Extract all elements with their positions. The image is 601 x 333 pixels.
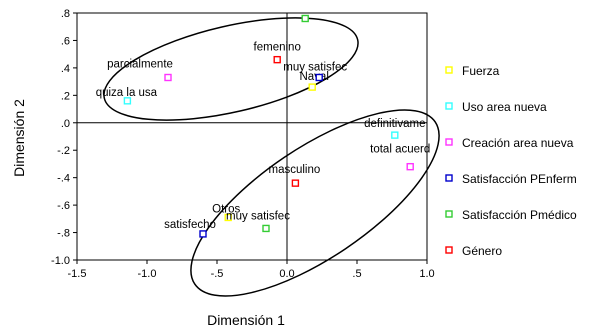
legend-label: Satisfacción Pmédico [462, 208, 577, 222]
y-tick-label: -.4 [57, 173, 70, 185]
x-tick-label: -.5 [211, 268, 224, 280]
legend-label: Satisfacción PEnferm [462, 172, 577, 186]
legend-marker [445, 174, 453, 182]
y-tick-label: .2 [61, 90, 70, 102]
data-point [301, 14, 309, 23]
data-point [291, 179, 300, 187]
y-tick-label: .6 [61, 35, 70, 47]
data-point [308, 83, 316, 91]
data-point [406, 162, 414, 171]
data-label: Otros [212, 203, 240, 215]
data-point [262, 224, 270, 233]
legend-label: Género [462, 244, 502, 258]
plot-frame [76, 12, 428, 261]
data-label: parcialmente [107, 58, 173, 70]
y-tick-label: -.2 [57, 145, 70, 157]
y-tick-label: .8 [61, 8, 70, 20]
x-tick-label: 1.0 [419, 268, 434, 280]
x-tick-label: -1.0 [138, 268, 157, 280]
legend-marker [445, 102, 453, 110]
x-tick-label: -1.5 [68, 268, 87, 280]
y-tick-label: .4 [61, 63, 70, 75]
data-point [273, 55, 281, 64]
y-axis-title: Dimensión 2 [11, 99, 27, 177]
data-label: femenino [254, 42, 301, 54]
legend-marker [445, 138, 453, 146]
data-point [224, 213, 232, 222]
data-label: muy satisfec [226, 210, 290, 222]
data-label: masculino [269, 164, 321, 176]
data-label: quiza la usa [96, 87, 158, 99]
data-point [315, 73, 323, 82]
data-label: satisfecho [164, 219, 216, 231]
data-point [199, 230, 207, 238]
group-ellipse-upper [103, 17, 359, 121]
group-ellipse-lower [190, 109, 440, 297]
y-tick-label: .0 [61, 118, 70, 130]
data-label: total acuerd [370, 144, 430, 156]
data-point [391, 131, 399, 139]
data-point [123, 97, 132, 105]
legend-label: Creación area nueva [462, 136, 574, 150]
x-tick-label: .5 [352, 268, 361, 280]
y-tick-label: -.6 [57, 200, 70, 212]
data-point [164, 73, 172, 82]
x-tick-label: 0.0 [279, 268, 294, 280]
data-label: definitivame [364, 118, 425, 130]
legend-marker [445, 210, 453, 218]
legend-marker [445, 246, 453, 254]
legend: Fuerza Uso area nueva Creación area nueva S… [445, 64, 577, 258]
data-label: muy satisfec [283, 61, 347, 73]
legend-label: Fuerza [462, 64, 500, 78]
x-axis-title: Dimensión 1 [207, 312, 285, 328]
y-tick-label: -1.0 [51, 255, 70, 267]
legend-label: Uso area nueva [462, 100, 547, 114]
plot-area: -1.5 -1.0 -.5 0.0.5 1.0.8.6.4.2.0-.2-.4-.6-.… [51, 8, 440, 297]
legend-marker [445, 66, 453, 74]
y-tick-label: -.8 [57, 228, 70, 240]
